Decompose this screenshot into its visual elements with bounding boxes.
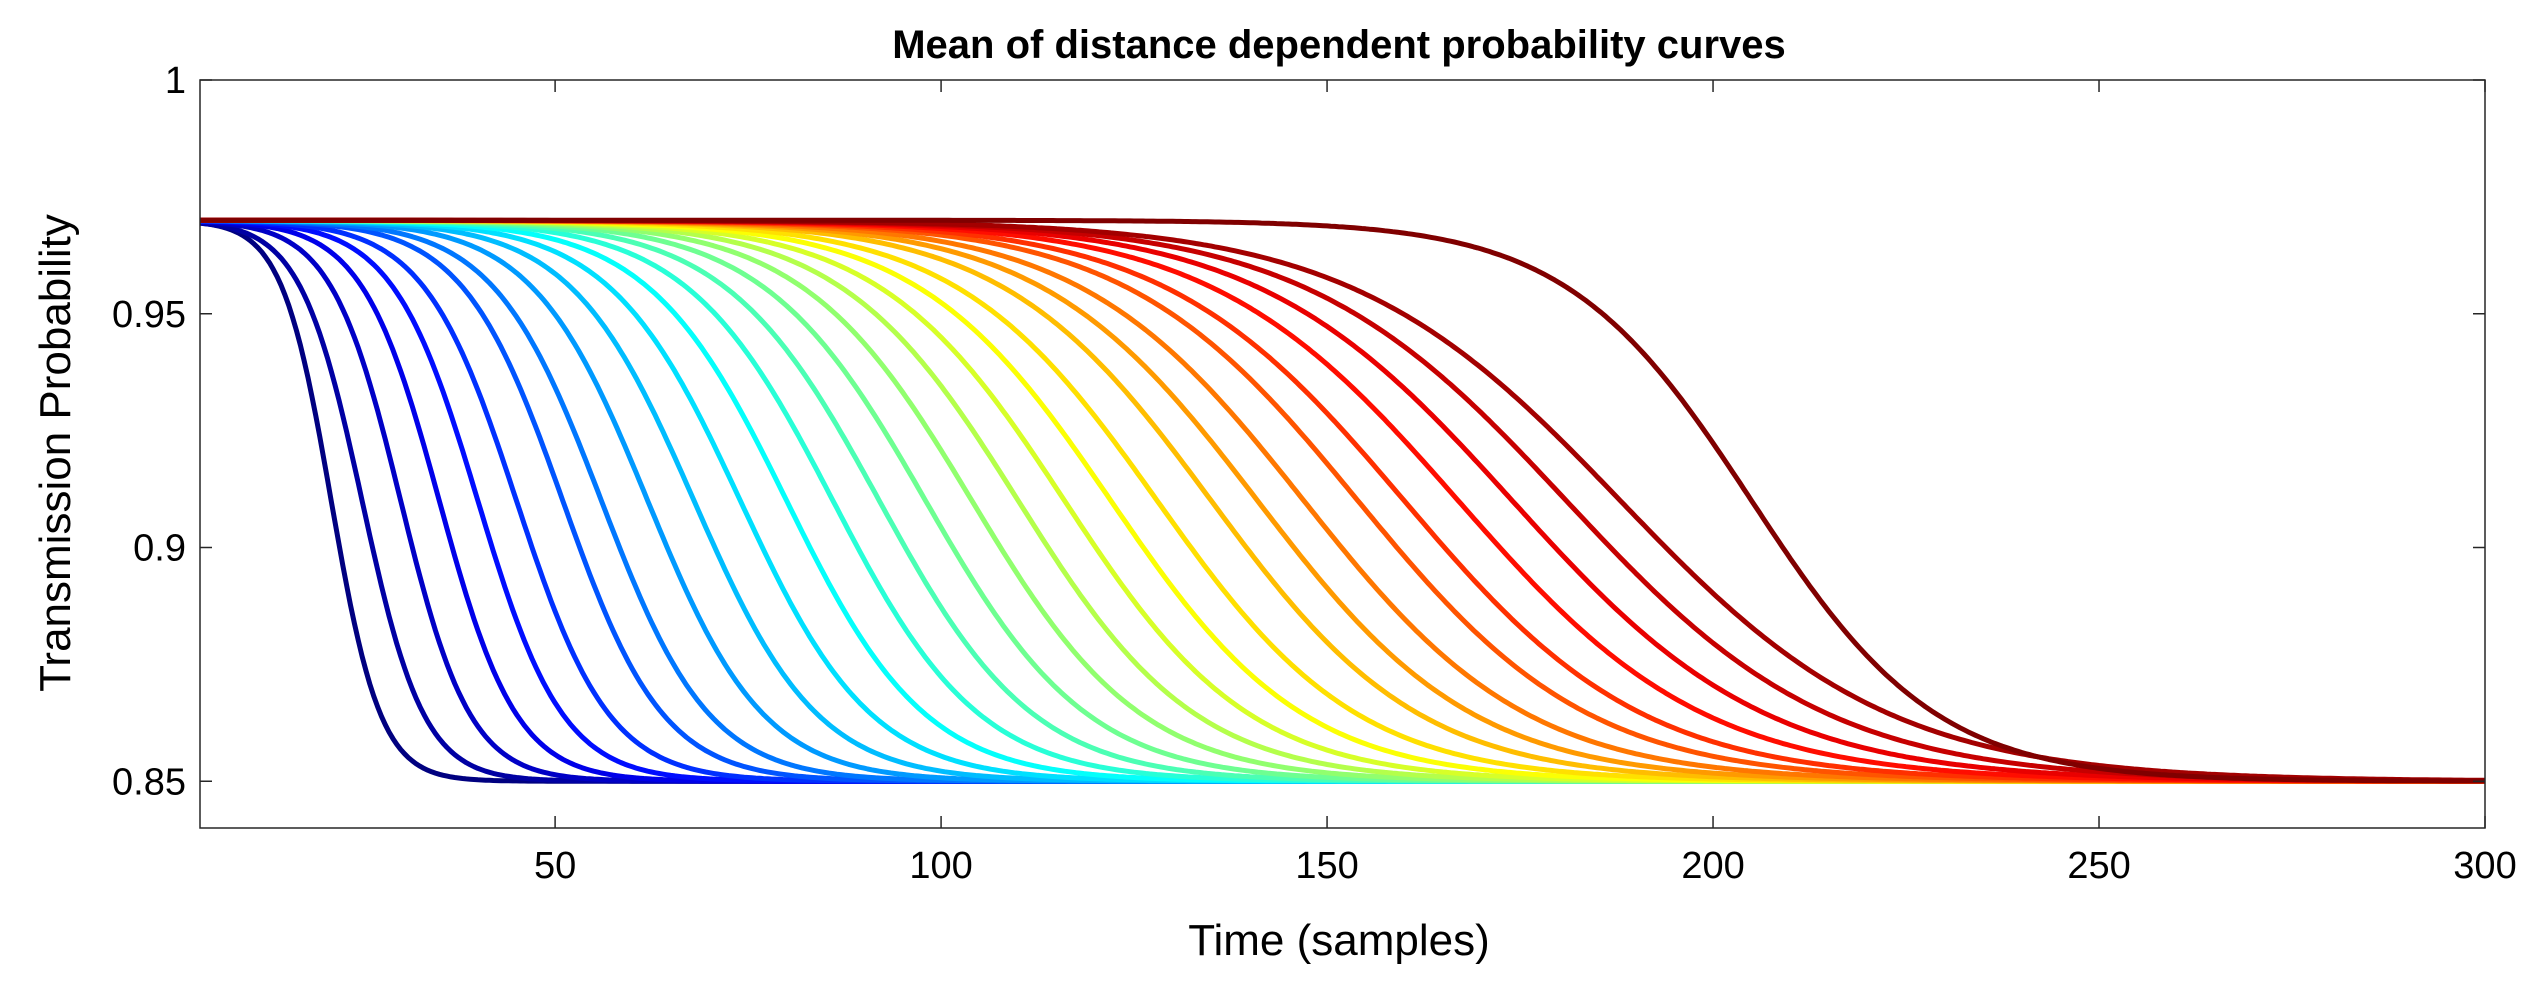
tick-layer: 50 100 150 200 250 300 0.85 0.9 0.95 1 bbox=[112, 60, 2517, 887]
x-tick-label: 200 bbox=[1681, 845, 1744, 887]
y-tick-label: 1 bbox=[165, 60, 186, 102]
y-tick-label: 0.85 bbox=[112, 761, 186, 803]
x-tick-label: 50 bbox=[534, 845, 576, 887]
series-line-30 bbox=[200, 217, 2485, 784]
chart-title: Mean of distance dependent probability c… bbox=[892, 23, 1786, 67]
y-tick-label: 0.95 bbox=[112, 294, 186, 336]
y-tick-label: 0.9 bbox=[133, 528, 186, 570]
y-axis-label: Transmission Probability bbox=[31, 214, 80, 692]
axes-box bbox=[199, 79, 2486, 829]
x-tick-label: 250 bbox=[2067, 845, 2130, 887]
plot-area: 50 100 150 200 250 300 0.85 0.9 0.95 1 bbox=[112, 60, 2517, 887]
series-layer bbox=[199, 217, 2485, 784]
x-tick-label: 150 bbox=[1295, 845, 1358, 887]
axes-background bbox=[200, 80, 2485, 828]
x-tick-label: 100 bbox=[909, 845, 972, 887]
x-tick-label: 300 bbox=[2453, 845, 2516, 887]
x-axis-label: Time (samples) bbox=[1188, 916, 1490, 965]
